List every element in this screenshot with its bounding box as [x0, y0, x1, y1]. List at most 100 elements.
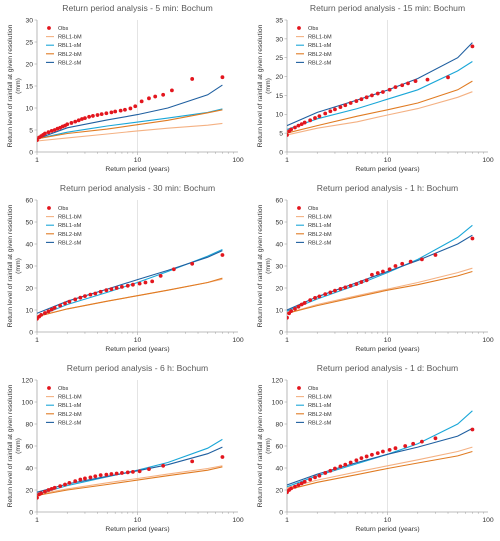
data-point-obs — [393, 446, 398, 451]
data-point-obs — [393, 264, 398, 268]
x-tick-label: 1 — [35, 517, 39, 524]
data-point-obs — [128, 106, 133, 111]
legend-label: RBL1-sM — [308, 43, 332, 49]
data-point-obs — [46, 130, 51, 135]
data-point-obs — [313, 296, 317, 300]
y-tick-label: 0 — [279, 149, 283, 156]
y-tick-label: 120 — [22, 377, 34, 384]
plot-area — [287, 224, 475, 320]
legend-label: Obs — [308, 206, 318, 212]
data-point-obs — [109, 472, 114, 476]
x-tick-label: 10 — [134, 517, 142, 524]
data-point-obs — [338, 105, 343, 110]
x-tick-label: 1 — [35, 337, 39, 344]
legend-label: RBL2-bM — [308, 412, 332, 418]
x-tick-label: 10 — [384, 157, 392, 164]
data-point-obs — [93, 474, 98, 479]
data-point-obs — [49, 487, 54, 491]
data-point-obs — [308, 298, 313, 302]
data-point-obs — [120, 285, 124, 289]
chart-panel: Return period analysis - 1 d: Bochum 1 10 1… — [250, 360, 500, 540]
x-tick-label: 10 — [384, 337, 392, 344]
x-tick-label: 100 — [482, 157, 494, 164]
y-tick-label: 10 — [275, 112, 283, 119]
data-point-obs — [387, 447, 392, 452]
y-tick-label: 20 — [275, 74, 283, 81]
data-point-obs — [58, 303, 63, 308]
legend-label: RBL1-sM — [58, 43, 82, 49]
data-point-obs — [80, 117, 84, 121]
data-point-obs — [88, 475, 93, 480]
y-tick-label: 60 — [275, 443, 283, 450]
x-tick-label: 10 — [134, 157, 142, 164]
data-point-obs — [381, 449, 385, 454]
chart-title: Return period analysis - 15 min: Bochum — [310, 3, 465, 13]
data-point-obs — [118, 108, 123, 113]
series-line-rbl1-sm — [37, 248, 223, 318]
data-point-obs — [98, 473, 103, 478]
y-tick-label: 10 — [25, 105, 33, 112]
data-point-obs — [323, 111, 328, 116]
data-point-obs — [354, 458, 359, 463]
data-point-obs — [299, 122, 304, 126]
legend-marker — [297, 26, 301, 30]
y-axis-label: Return level of rainfall at given resolu… — [257, 204, 272, 327]
data-point-obs — [153, 94, 158, 99]
chart-title: Return period analysis - 1 d: Bochum — [317, 363, 458, 373]
x-tick-label: 100 — [232, 517, 244, 524]
data-point-obs — [387, 87, 392, 92]
data-point-obs — [52, 305, 57, 310]
data-point-obs — [39, 491, 44, 496]
chart-svg: Return period analysis - 6 h: Bochum 1 10 1… — [7, 363, 244, 533]
plot-area — [287, 410, 475, 495]
data-point-obs — [98, 289, 103, 294]
data-point-obs — [131, 469, 135, 474]
data-point-obs — [287, 315, 289, 320]
plot-area — [37, 248, 225, 321]
data-point-obs — [131, 282, 135, 287]
data-point-obs — [67, 299, 72, 304]
y-tick-label: 20 — [275, 285, 283, 292]
y-tick-label: 120 — [272, 377, 284, 384]
chart-panel: Return period analysis - 6 h: Bochum 1 10 1… — [0, 360, 250, 540]
legend-label: RBL1-sM — [58, 403, 82, 409]
data-point-obs — [104, 111, 109, 116]
y-tick-label: 20 — [25, 285, 33, 292]
chart-svg: Return period analysis - 5 min: Bochum 1 1… — [7, 3, 244, 173]
data-point-obs — [73, 297, 78, 302]
legend-label: Obs — [308, 26, 318, 32]
data-point-obs — [69, 121, 74, 125]
data-point-obs — [381, 90, 385, 94]
data-point-obs — [348, 460, 353, 465]
data-point-obs — [364, 454, 369, 459]
data-point-obs — [370, 452, 374, 457]
series-line-rbl2-sm — [287, 427, 473, 486]
series-line-rbl2-sm — [37, 446, 223, 493]
legend-label: RBL1-bM — [58, 395, 82, 401]
data-point-obs — [308, 118, 313, 123]
data-point-obs — [343, 103, 348, 108]
y-tick-label: 20 — [25, 487, 33, 494]
data-point-obs — [46, 488, 51, 492]
data-point-obs — [400, 83, 405, 88]
x-tick-label: 100 — [232, 337, 244, 344]
data-point-obs — [37, 495, 39, 500]
data-point-obs — [190, 77, 195, 81]
y-axis-label: Return level of rainfall at given resolu… — [257, 24, 272, 147]
data-point-obs — [370, 93, 374, 98]
data-point-obs — [433, 253, 438, 257]
data-point-obs — [403, 444, 408, 448]
y-tick-label: 30 — [25, 17, 33, 24]
data-point-obs — [302, 301, 307, 305]
chart-svg: Return period analysis - 15 min: Bochum 1… — [257, 3, 494, 173]
data-point-obs — [147, 96, 151, 101]
y-tick-label: 5 — [29, 127, 33, 134]
y-tick-label: 50 — [25, 219, 33, 226]
data-point-obs — [293, 484, 297, 489]
data-point-obs — [87, 114, 92, 119]
data-point-obs — [73, 479, 78, 484]
legend-label: Obs — [58, 26, 68, 32]
data-point-obs — [381, 269, 385, 274]
data-point-obs — [99, 112, 104, 117]
